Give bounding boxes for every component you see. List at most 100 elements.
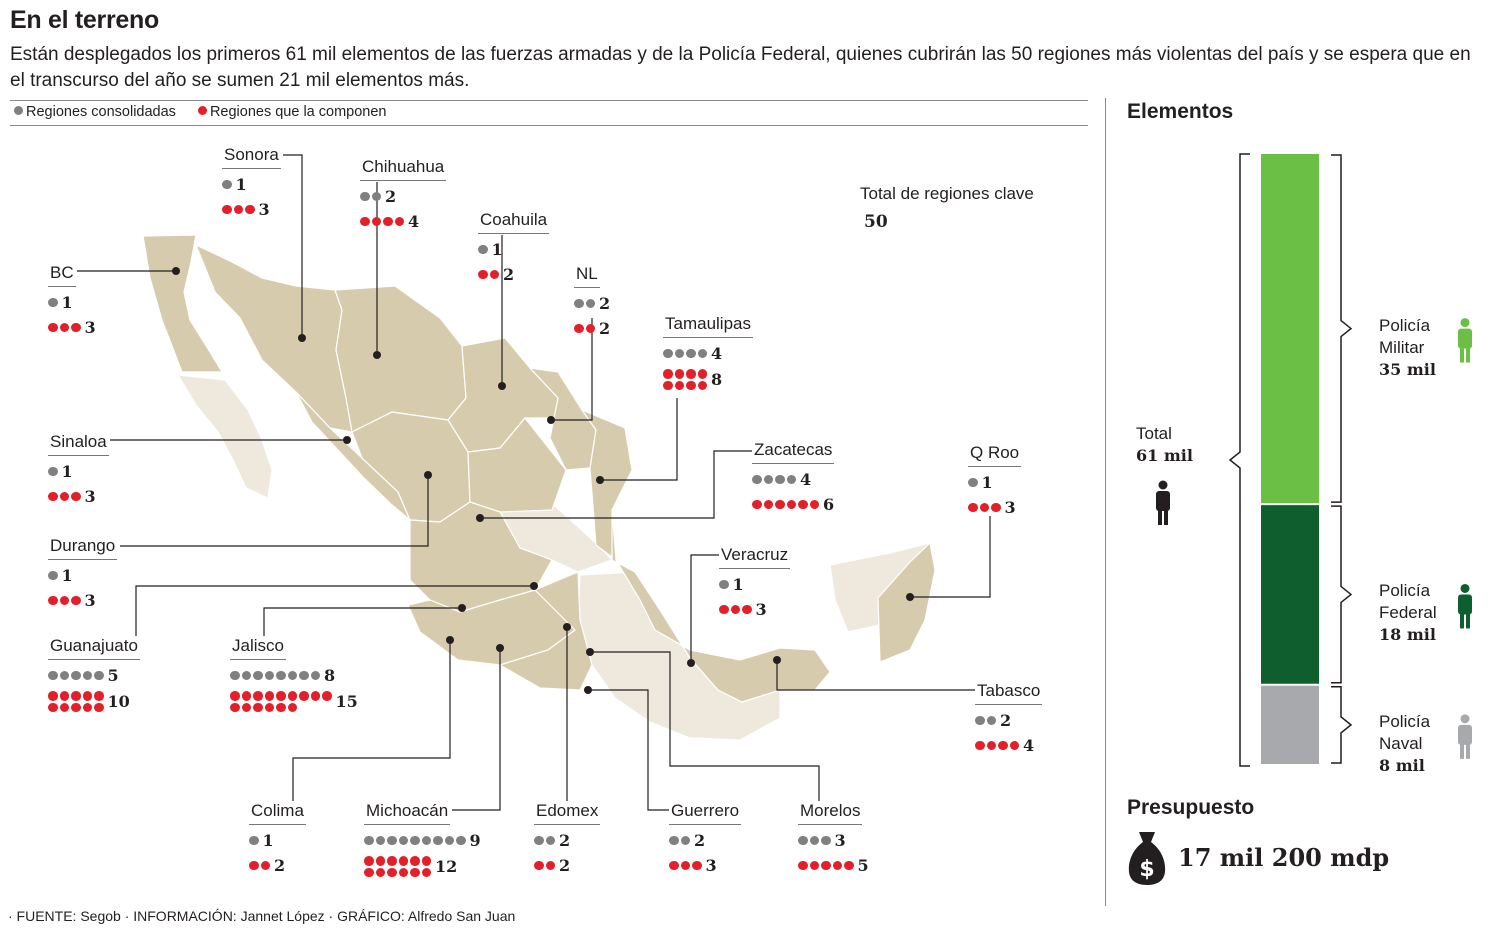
total-label: Total	[1136, 424, 1172, 443]
component-count: 3	[258, 200, 270, 219]
gray-dot-icon	[14, 106, 23, 115]
component-dot-icon	[222, 204, 232, 215]
consolidated-dot-icon	[719, 579, 729, 590]
consolidated-count: 2	[559, 831, 571, 850]
consolidated-row: 2	[534, 831, 600, 850]
legend-consolidated: Regiones consolidadas	[14, 104, 176, 120]
state-label-jalisco: Jalisco 8 15	[230, 636, 358, 712]
component-dot-icon	[364, 867, 374, 877]
component-dot-icon	[264, 691, 274, 701]
consolidated-dot-icon	[364, 835, 374, 846]
consolidated-row: 4	[752, 470, 834, 489]
component-dot-icon	[59, 595, 69, 606]
component-dot-icon	[692, 860, 702, 871]
component-dot-icon	[421, 867, 431, 877]
page-subtitle: Están desplegados los primeros 61 mil el…	[10, 44, 1471, 91]
component-count: 3	[755, 600, 767, 619]
consolidated-dot-icon	[94, 670, 104, 681]
component-dot-icon	[249, 860, 259, 871]
component-row: 3	[48, 318, 96, 337]
state-label-sinaloa: Sinaloa 1 3	[48, 432, 109, 506]
component-dot-icon	[245, 204, 255, 215]
consolidated-dot-icon	[387, 835, 397, 846]
component-dot-icon	[375, 856, 385, 866]
consolidated-dot-icon	[456, 835, 466, 846]
state-label-morelos: Morelos 3 5	[798, 801, 869, 875]
leader-point-coahuila	[498, 382, 506, 390]
elements-heading: Elementos	[1127, 100, 1234, 123]
consolidated-count: 3	[834, 831, 846, 850]
component-dot-icon	[398, 856, 408, 866]
component-dot-icon	[287, 702, 297, 712]
component-dot-icon	[545, 860, 555, 871]
component-dot-icon	[48, 595, 58, 606]
component-dot-icon	[260, 860, 270, 871]
state-name: BC	[48, 263, 76, 287]
leader-lines	[77, 154, 991, 811]
segment-line2: Naval	[1379, 733, 1423, 753]
component-row: 4	[975, 736, 1042, 755]
consolidated-dot-icon	[574, 298, 584, 309]
component-dot-icon	[786, 499, 796, 510]
state-label-chihuahua: Chihuahua 2 4	[360, 157, 447, 231]
state-name: Chihuahua	[360, 157, 447, 181]
segment-line1: Policía	[1379, 711, 1431, 731]
component-row: 3	[968, 498, 1021, 517]
baja-california-sur	[176, 374, 273, 499]
component-dot-icon	[730, 604, 740, 615]
leader-line-q-roo	[910, 516, 991, 598]
component-count: 2	[503, 265, 515, 284]
component-row: 4	[360, 212, 446, 231]
consolidated-dot-icon	[697, 348, 707, 359]
component-dot-icon	[322, 691, 332, 701]
edomex-guerrero	[498, 571, 593, 691]
component-dot-icon	[71, 595, 81, 606]
state-label-zacatecas: Zacatecas 4 6	[752, 440, 835, 514]
component-dot-icon	[410, 856, 420, 866]
segment-line1: Policía	[1379, 581, 1431, 601]
component-count: 8	[711, 370, 723, 389]
state-label-coahuila: Coahuila 1 2	[478, 210, 550, 284]
component-dot-icon	[48, 702, 58, 712]
component-count: 12	[435, 857, 458, 876]
segment-label-militar: Policía Militar 35 mil	[1379, 315, 1436, 381]
leader-line-guerrero	[588, 689, 669, 811]
consolidated-dot-icon	[48, 466, 58, 477]
consolidated-dot-icon	[48, 670, 58, 681]
state-name: Tabasco	[975, 681, 1043, 705]
state-label-tamaulipas: Tamaulipas 4 8	[663, 314, 753, 390]
component-dot-icon	[680, 860, 690, 871]
component-row: 2	[478, 265, 549, 284]
veracruz	[611, 509, 831, 703]
consolidated-row: 1	[968, 473, 1021, 492]
chihuahua	[334, 285, 467, 433]
state-label-veracruz: Veracruz 1 3	[719, 545, 791, 619]
component-count: 2	[274, 856, 286, 875]
component-dot-icon	[986, 740, 996, 751]
component-dot-icon	[241, 702, 251, 712]
consolidated-row: 1	[48, 293, 96, 312]
consolidated-row: 4	[663, 344, 753, 363]
component-dot-icon	[276, 702, 286, 712]
state-label-sonora: Sonora 1 3	[222, 145, 281, 219]
component-dot-icon	[253, 691, 263, 701]
page-title: En el terreno	[10, 6, 159, 34]
consolidated-dot-icon	[444, 835, 454, 846]
component-count: 5	[857, 856, 869, 875]
component-dot-icon	[287, 691, 297, 701]
state-label-bc: BC 1 3	[48, 263, 96, 337]
leader-point-morelos	[586, 648, 594, 656]
total-value: 61 mil	[1136, 446, 1193, 465]
leader-point-edomex	[563, 623, 571, 631]
vertical-divider	[1105, 98, 1106, 906]
leader-point-bc	[172, 267, 180, 275]
state-label-q-roo: Q Roo 1 3	[968, 443, 1022, 517]
component-dot-icon	[371, 216, 381, 227]
consolidated-dot-icon	[410, 835, 420, 846]
money-bag-icon: $	[1128, 832, 1166, 885]
legend: Regiones consolidadas Regiones que la co…	[14, 104, 386, 120]
component-dot-icon	[752, 499, 762, 510]
consolidated-dot-icon	[241, 670, 251, 681]
component-dot-icon	[230, 691, 240, 701]
divider-top	[10, 100, 1088, 101]
